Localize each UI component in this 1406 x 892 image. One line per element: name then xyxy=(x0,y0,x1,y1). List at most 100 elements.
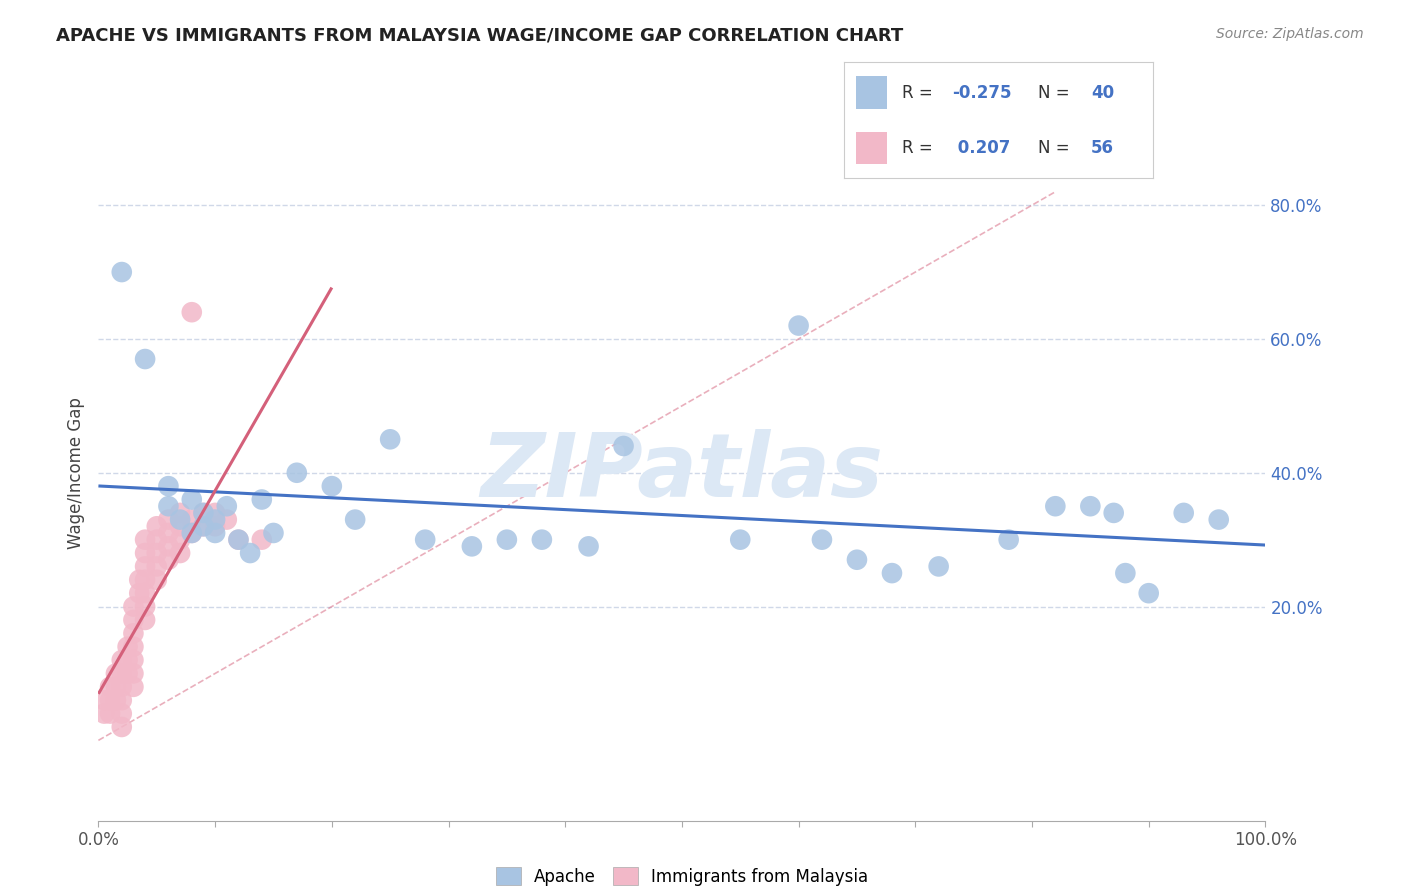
Point xyxy=(93,706,115,721)
Point xyxy=(1080,500,1102,514)
Point xyxy=(321,479,343,493)
Point xyxy=(1114,566,1136,581)
Point xyxy=(169,519,191,533)
Point xyxy=(250,533,273,547)
Point xyxy=(146,559,169,574)
Point xyxy=(250,492,273,507)
Point xyxy=(811,533,834,547)
Point xyxy=(111,680,134,694)
Point xyxy=(169,546,191,560)
Point xyxy=(93,693,115,707)
Point xyxy=(180,305,202,319)
Point xyxy=(157,539,180,553)
Point xyxy=(146,546,169,560)
Text: -0.275: -0.275 xyxy=(952,84,1011,102)
Point xyxy=(204,526,226,541)
Point xyxy=(928,559,950,574)
Point xyxy=(157,479,180,493)
Point xyxy=(204,512,226,526)
Point xyxy=(193,506,215,520)
Point xyxy=(111,693,134,707)
Text: R =: R = xyxy=(903,84,938,102)
Point xyxy=(104,666,127,681)
Point xyxy=(104,680,127,694)
Point xyxy=(204,506,226,520)
Text: 0.207: 0.207 xyxy=(952,139,1011,157)
Point xyxy=(413,533,436,547)
Point xyxy=(730,533,752,547)
Point xyxy=(134,573,156,587)
Point xyxy=(530,533,553,547)
Point xyxy=(122,613,145,627)
Legend: Apache, Immigrants from Malaysia: Apache, Immigrants from Malaysia xyxy=(489,861,875,892)
Point xyxy=(578,539,600,553)
Point xyxy=(122,626,145,640)
Point xyxy=(134,559,156,574)
Point xyxy=(285,466,308,480)
Point xyxy=(997,533,1019,547)
Point xyxy=(117,653,139,667)
Point xyxy=(169,512,191,526)
Point xyxy=(612,439,634,453)
Point xyxy=(122,640,145,654)
Point xyxy=(880,566,903,581)
Text: 40: 40 xyxy=(1091,84,1114,102)
Point xyxy=(104,693,127,707)
Text: N =: N = xyxy=(1039,84,1076,102)
Point xyxy=(111,706,134,721)
Point xyxy=(98,706,121,721)
Point xyxy=(169,533,191,547)
Point xyxy=(193,519,215,533)
Point xyxy=(157,552,180,567)
Point xyxy=(157,526,180,541)
Point xyxy=(180,526,202,541)
Point xyxy=(239,546,262,560)
Point xyxy=(134,533,156,547)
Point xyxy=(134,599,156,614)
Point xyxy=(193,519,215,533)
Point xyxy=(117,640,139,654)
Point xyxy=(146,573,169,587)
Point xyxy=(157,500,180,514)
Point xyxy=(111,653,134,667)
Point xyxy=(122,680,145,694)
Bar xyxy=(856,132,887,164)
Point xyxy=(134,352,156,367)
Point xyxy=(180,492,202,507)
Point xyxy=(146,533,169,547)
Point xyxy=(1045,500,1067,514)
Point xyxy=(215,512,238,526)
Point xyxy=(169,506,191,520)
Point xyxy=(146,519,169,533)
Point xyxy=(215,500,238,514)
Point xyxy=(193,506,215,520)
Point xyxy=(157,512,180,526)
Point xyxy=(134,546,156,560)
Point xyxy=(845,552,868,567)
Text: Source: ZipAtlas.com: Source: ZipAtlas.com xyxy=(1216,27,1364,41)
Point xyxy=(98,680,121,694)
Point xyxy=(128,573,150,587)
Y-axis label: Wage/Income Gap: Wage/Income Gap xyxy=(66,397,84,549)
Point xyxy=(122,666,145,681)
Point xyxy=(1102,506,1125,520)
Point xyxy=(461,539,484,553)
Point xyxy=(117,666,139,681)
Point xyxy=(134,586,156,600)
Point xyxy=(128,586,150,600)
Point xyxy=(228,533,250,547)
Text: N =: N = xyxy=(1039,139,1076,157)
Text: 56: 56 xyxy=(1091,139,1114,157)
Point xyxy=(1173,506,1195,520)
Text: R =: R = xyxy=(903,139,938,157)
Point xyxy=(98,693,121,707)
Point xyxy=(1137,586,1160,600)
Point xyxy=(495,533,517,547)
Point xyxy=(180,512,202,526)
Point xyxy=(111,720,134,734)
Point xyxy=(378,433,402,447)
Point xyxy=(111,666,134,681)
Text: APACHE VS IMMIGRANTS FROM MALAYSIA WAGE/INCOME GAP CORRELATION CHART: APACHE VS IMMIGRANTS FROM MALAYSIA WAGE/… xyxy=(56,27,904,45)
Point xyxy=(1208,512,1230,526)
Point xyxy=(122,653,145,667)
